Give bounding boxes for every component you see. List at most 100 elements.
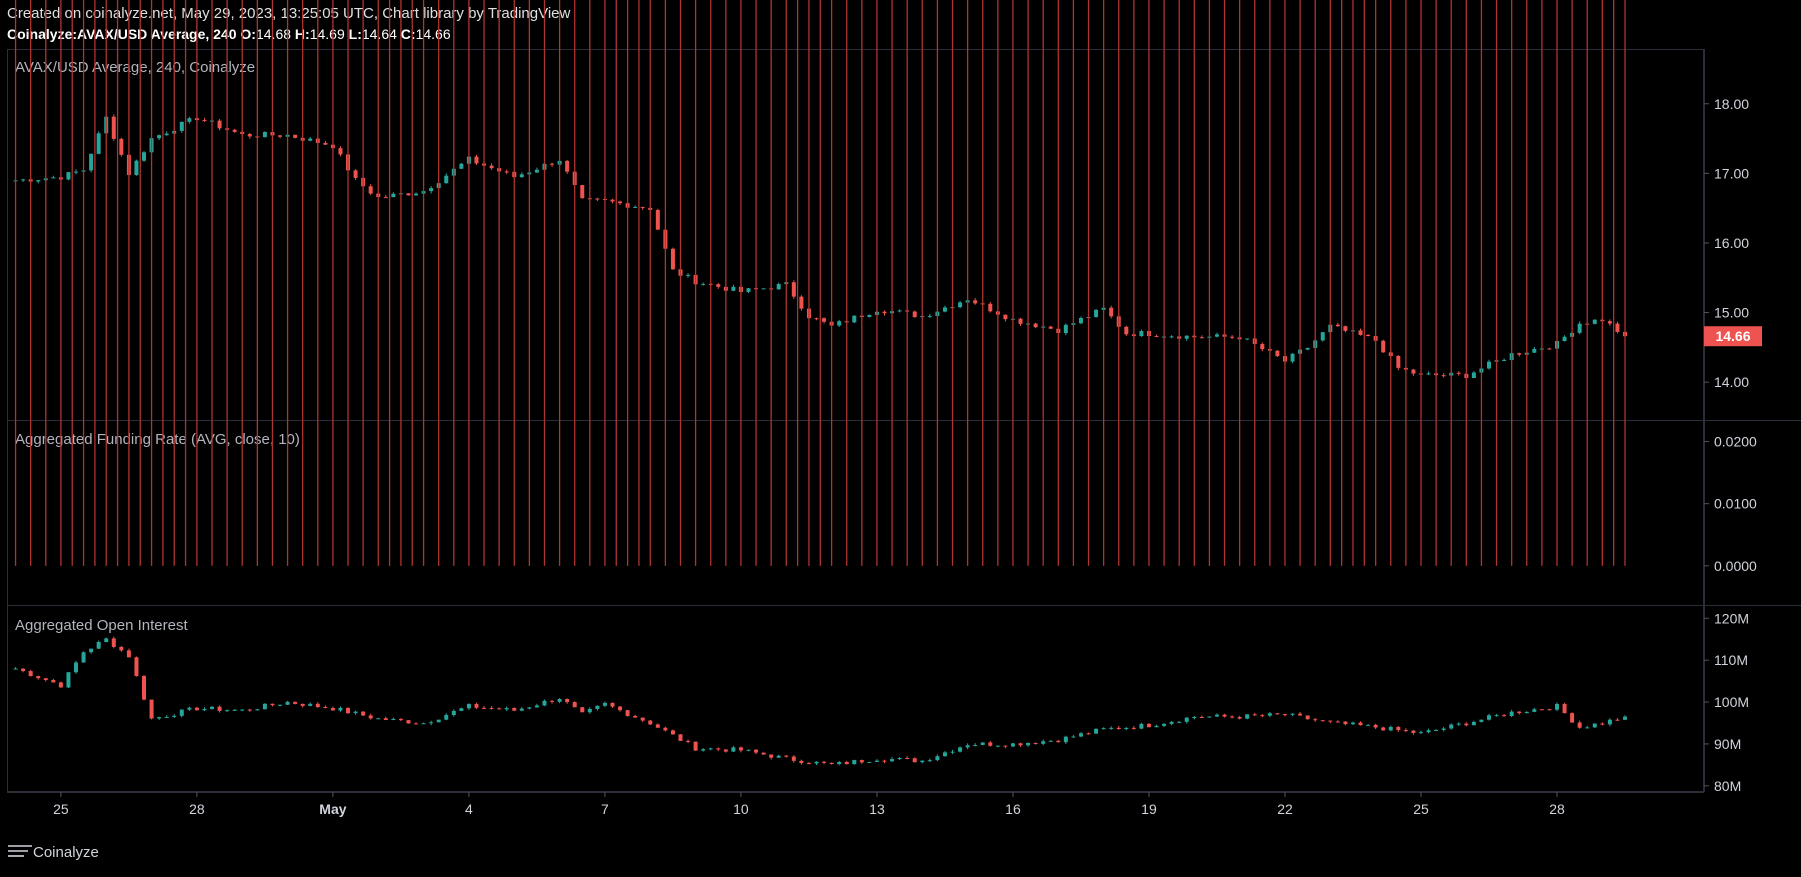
price-candle bbox=[640, 206, 645, 210]
oi-candle bbox=[602, 701, 607, 708]
oi-candle bbox=[157, 716, 162, 720]
oi-candle bbox=[308, 702, 313, 707]
oi-candle bbox=[172, 714, 177, 719]
price-candle bbox=[1547, 347, 1552, 350]
price-tick-label: 17.00 bbox=[1714, 165, 1749, 181]
oi-candle bbox=[1479, 719, 1484, 723]
oi-candle bbox=[66, 672, 71, 689]
time-axis[interactable]: 25 28 May 4 7 10 13 16 19 22 25 28 bbox=[53, 792, 1565, 817]
price-candle bbox=[134, 159, 139, 176]
oi-candle bbox=[240, 709, 245, 712]
oi-candle bbox=[28, 669, 33, 677]
price-candle bbox=[429, 186, 434, 194]
oi-candle bbox=[1199, 715, 1204, 719]
last-price-marker: 14.66 bbox=[1704, 326, 1762, 347]
oi-candle bbox=[361, 711, 366, 717]
oi-candle bbox=[1078, 732, 1083, 738]
oi-candle bbox=[799, 759, 804, 765]
oi-candle bbox=[81, 651, 86, 663]
oi-candle bbox=[1184, 717, 1189, 724]
oi-candle bbox=[1411, 730, 1416, 735]
oi-candle bbox=[701, 748, 706, 752]
oi-candle bbox=[905, 756, 910, 760]
price-candle bbox=[1335, 322, 1340, 327]
price-candle bbox=[1048, 325, 1053, 329]
time-tick-label: 7 bbox=[601, 801, 609, 817]
oi-candle bbox=[1056, 739, 1061, 743]
oi-candle bbox=[1267, 711, 1272, 718]
price-candle bbox=[1305, 347, 1310, 351]
price-candle bbox=[618, 200, 623, 206]
oi-candle bbox=[769, 754, 774, 760]
brand-name: Coinalyze bbox=[33, 844, 99, 861]
price-candle bbox=[1275, 350, 1280, 357]
oi-candle bbox=[708, 747, 713, 751]
oi-candle bbox=[338, 706, 343, 712]
oi-candle bbox=[723, 749, 728, 753]
price-candle bbox=[1245, 338, 1250, 341]
price-tick-label: 14.00 bbox=[1714, 374, 1749, 390]
oi-candle bbox=[1366, 724, 1371, 726]
price-candle bbox=[686, 273, 691, 278]
oi-candle bbox=[1434, 729, 1439, 731]
oi-candle bbox=[459, 707, 464, 712]
oi-candle bbox=[1494, 713, 1499, 717]
price-candle bbox=[1396, 354, 1401, 371]
price-candle bbox=[111, 114, 116, 141]
price-candle bbox=[519, 172, 524, 178]
price-candle bbox=[21, 178, 26, 182]
oi-candle bbox=[1600, 722, 1605, 726]
price-candle bbox=[610, 198, 615, 204]
price-candle bbox=[1003, 314, 1008, 322]
price-candle bbox=[308, 136, 313, 142]
time-tick-label: 25 bbox=[1413, 801, 1429, 817]
oi-candle bbox=[950, 749, 955, 755]
price-candle bbox=[338, 146, 343, 157]
oi-candle bbox=[519, 706, 524, 712]
oi-candle bbox=[663, 726, 668, 732]
oi-tick-label: 100M bbox=[1714, 694, 1749, 710]
oi-candle bbox=[368, 713, 373, 720]
price-candle bbox=[1139, 329, 1144, 337]
oi-candle bbox=[1554, 702, 1559, 712]
funding-tick-label: 0.0200 bbox=[1714, 434, 1757, 450]
price-candle bbox=[504, 169, 509, 175]
time-tick-label: 16 bbox=[1005, 801, 1021, 817]
price-pane-title: AVAX/USD Average, 240, Coinalyze bbox=[15, 59, 255, 76]
oi-tick-label: 110M bbox=[1714, 652, 1748, 668]
price-candle bbox=[958, 300, 963, 309]
oi-candle bbox=[444, 713, 449, 721]
oi-candle bbox=[1139, 722, 1144, 730]
oi-candle bbox=[829, 762, 834, 765]
price-candle bbox=[232, 128, 237, 133]
price-candle bbox=[791, 280, 796, 299]
oi-candle bbox=[550, 700, 555, 704]
oi-candle bbox=[610, 702, 615, 709]
price-candle bbox=[1471, 371, 1476, 379]
oi-candle bbox=[126, 648, 131, 658]
oi-candle bbox=[1018, 742, 1023, 748]
time-tick-label: 25 bbox=[53, 801, 69, 817]
oi-candle bbox=[1456, 722, 1461, 726]
price-candle bbox=[1018, 317, 1023, 327]
price-candle bbox=[142, 150, 147, 162]
oi-candle bbox=[618, 705, 623, 712]
oi-candle bbox=[1539, 709, 1544, 711]
price-candle bbox=[51, 175, 56, 179]
oi-candle bbox=[1298, 711, 1303, 716]
price-candle bbox=[595, 197, 600, 201]
oi-candle bbox=[1396, 726, 1401, 732]
oi-candle bbox=[1041, 739, 1046, 746]
time-tick-label: 28 bbox=[1549, 801, 1565, 817]
oi-candle bbox=[897, 757, 902, 761]
price-candle bbox=[1607, 319, 1612, 326]
oi-tick-label: 120M bbox=[1714, 610, 1749, 626]
price-candle bbox=[973, 298, 978, 305]
oi-candle bbox=[1305, 715, 1310, 720]
price-candle bbox=[1517, 352, 1522, 357]
ohlc-open-key: O: bbox=[240, 26, 256, 42]
brand-link[interactable]: Coinalyze bbox=[8, 844, 99, 861]
last-price-label: 14.66 bbox=[1715, 328, 1750, 344]
oi-candle bbox=[1547, 708, 1552, 711]
